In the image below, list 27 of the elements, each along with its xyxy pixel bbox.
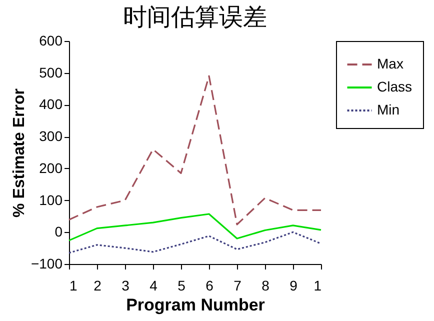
y-tick-label: −100 (30, 256, 63, 272)
line-series (68, 231, 322, 254)
y-axis-title: % Estimate Error (10, 88, 28, 218)
y-tick-label: 300 (39, 128, 63, 144)
x-tick-label: 1 (314, 278, 322, 294)
line-series (68, 213, 322, 242)
y-tick-label: 0 (54, 224, 63, 240)
y-tick-label: 500 (39, 64, 63, 80)
x-tick-label: 2 (94, 278, 102, 294)
y-tick-label: 200 (39, 160, 63, 176)
x-tick-label: 1 (70, 278, 78, 294)
legend-label: Max (377, 56, 404, 72)
x-tick-label: 4 (150, 278, 158, 294)
x-tick-label: 8 (262, 278, 270, 294)
x-tick-label: 6 (206, 278, 214, 294)
x-tick-label: 3 (122, 278, 130, 294)
x-tick-label: 5 (178, 278, 186, 294)
legend-label: Class (377, 78, 412, 94)
chart-title: 时间估算误差 (123, 3, 267, 31)
x-axis-title: Program Number (126, 296, 266, 314)
legend-label: Min (377, 102, 400, 118)
y-tick-label: 600 (39, 32, 63, 48)
x-tick-label: 7 (234, 278, 242, 294)
y-tick-label: 400 (39, 96, 63, 112)
y-tick-label: 100 (39, 192, 63, 208)
line-series (68, 75, 322, 226)
x-tick-label: 9 (290, 278, 298, 294)
